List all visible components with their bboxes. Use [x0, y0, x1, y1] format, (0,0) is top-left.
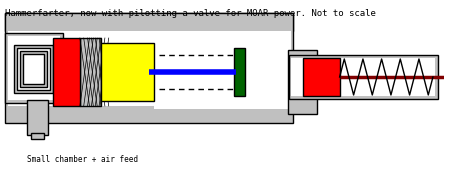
- FancyBboxPatch shape: [23, 54, 44, 84]
- FancyBboxPatch shape: [234, 48, 245, 96]
- FancyBboxPatch shape: [303, 58, 340, 96]
- FancyBboxPatch shape: [288, 50, 317, 114]
- FancyBboxPatch shape: [5, 13, 294, 31]
- FancyBboxPatch shape: [20, 51, 47, 87]
- FancyBboxPatch shape: [27, 100, 48, 135]
- FancyBboxPatch shape: [290, 58, 435, 96]
- FancyBboxPatch shape: [5, 13, 294, 123]
- FancyBboxPatch shape: [101, 43, 154, 101]
- FancyBboxPatch shape: [8, 31, 290, 106]
- FancyBboxPatch shape: [154, 55, 289, 109]
- Text: Small chamber + air feed: Small chamber + air feed: [27, 155, 138, 164]
- FancyBboxPatch shape: [14, 45, 53, 93]
- FancyBboxPatch shape: [53, 38, 80, 106]
- FancyBboxPatch shape: [18, 48, 50, 90]
- FancyBboxPatch shape: [5, 33, 63, 103]
- Text: Hammerfarter, now with pilotting a valve for MOAR power. Not to scale: Hammerfarter, now with pilotting a valve…: [5, 9, 376, 18]
- FancyBboxPatch shape: [31, 133, 44, 139]
- FancyBboxPatch shape: [8, 36, 59, 100]
- FancyBboxPatch shape: [289, 55, 438, 99]
- FancyBboxPatch shape: [80, 38, 101, 106]
